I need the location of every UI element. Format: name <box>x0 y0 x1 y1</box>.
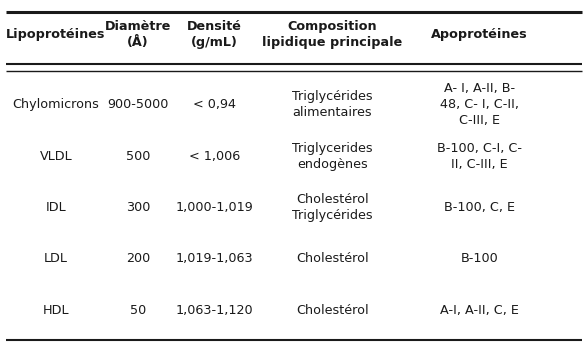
Text: < 1,006: < 1,006 <box>189 150 240 163</box>
Text: HDL: HDL <box>42 304 69 317</box>
Text: VLDL: VLDL <box>39 150 72 163</box>
Text: A- I, A-II, B-
48, C- I, C-II,
C-III, E: A- I, A-II, B- 48, C- I, C-II, C-III, E <box>440 82 519 127</box>
Text: 200: 200 <box>126 252 151 265</box>
Text: Cholestérol
Triglycérides: Cholestérol Triglycérides <box>292 193 373 222</box>
Text: 50: 50 <box>130 304 146 317</box>
Text: IDL: IDL <box>45 201 66 214</box>
Text: Composition
lipidique principale: Composition lipidique principale <box>262 20 402 49</box>
Text: 1,063-1,120: 1,063-1,120 <box>176 304 253 317</box>
Text: B-100, C, E: B-100, C, E <box>444 201 514 214</box>
Text: Diamètre
(Å): Diamètre (Å) <box>105 20 171 49</box>
Text: 300: 300 <box>126 201 151 214</box>
Text: 900-5000: 900-5000 <box>108 98 169 111</box>
Text: Apoprotéines: Apoprotéines <box>431 28 527 41</box>
Text: Triglycerides
endogènes: Triglycerides endogènes <box>292 142 373 170</box>
Text: 1,019-1,063: 1,019-1,063 <box>176 252 253 265</box>
Text: B-100, C-I, C-
II, C-III, E: B-100, C-I, C- II, C-III, E <box>437 142 522 170</box>
Text: Cholestérol: Cholestérol <box>296 252 369 265</box>
Text: 500: 500 <box>126 150 151 163</box>
Text: < 0,94: < 0,94 <box>193 98 236 111</box>
Text: 1,000-1,019: 1,000-1,019 <box>176 201 253 214</box>
Text: A-I, A-II, C, E: A-I, A-II, C, E <box>440 304 519 317</box>
Text: LDL: LDL <box>44 252 68 265</box>
Text: Cholestérol: Cholestérol <box>296 304 369 317</box>
Text: Triglycérides
alimentaires: Triglycérides alimentaires <box>292 90 373 119</box>
Text: B-100: B-100 <box>460 252 498 265</box>
Text: Densité
(g/mL): Densité (g/mL) <box>187 20 242 49</box>
Text: Lipoprotéines: Lipoprotéines <box>6 28 106 41</box>
Text: Chylomicrons: Chylomicrons <box>12 98 99 111</box>
